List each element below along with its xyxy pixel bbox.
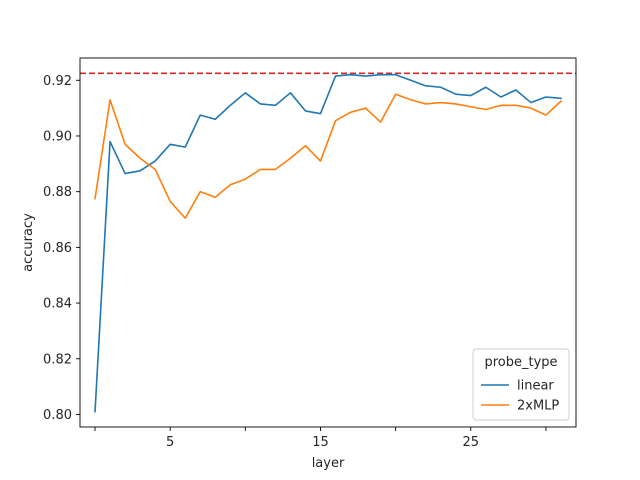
y-tick-label: 0.84 <box>43 297 72 312</box>
x-tick-label: 25 <box>463 435 480 450</box>
x-tick-label: 15 <box>312 435 329 450</box>
x-axis-label: layer <box>312 456 345 471</box>
y-tick-label: 0.88 <box>43 185 72 200</box>
y-tick-label: 0.90 <box>43 129 72 144</box>
x-axis-ticks: 5 15 25 <box>94 427 547 450</box>
legend-label-2xmlp: 2xMLP <box>517 399 559 414</box>
y-tick-label: 0.82 <box>43 352 72 367</box>
series-line-2xmlp <box>94 93 563 219</box>
series-line-linear <box>94 73 562 413</box>
legend-box <box>472 348 570 421</box>
y-axis-label: accuracy <box>21 213 36 272</box>
y-axis-ticks: 0.80 0.82 0.84 0.86 0.88 0.90 0.92 <box>43 74 80 423</box>
y-tick-label: 0.80 <box>43 408 72 423</box>
legend-title: probe_type <box>484 355 557 370</box>
plot-area <box>79 57 577 428</box>
y-tick-label: 0.86 <box>43 241 72 256</box>
legend-label-linear: linear <box>517 379 554 394</box>
x-tick-label: 5 <box>166 435 174 450</box>
axes-frame <box>79 57 577 428</box>
y-tick-label: 0.92 <box>43 74 72 89</box>
